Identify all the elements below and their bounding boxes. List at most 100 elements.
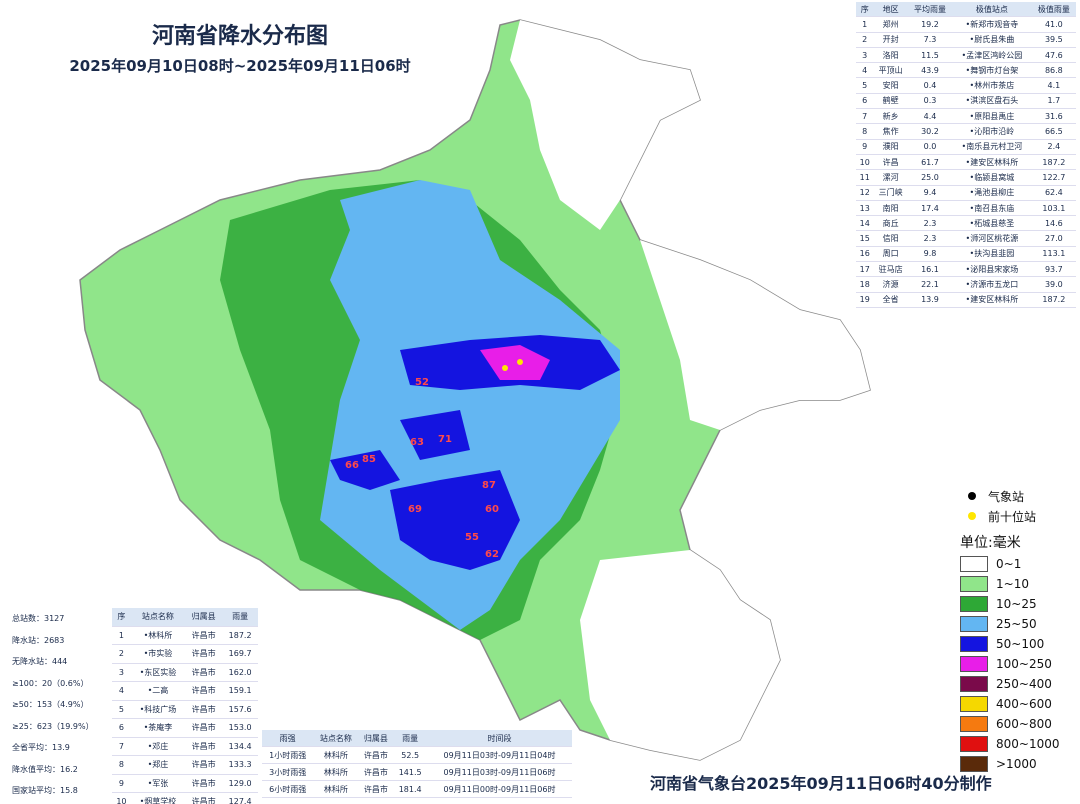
table-row: 5 •科技广场 许昌市 157.6 (112, 700, 258, 719)
header-row: 雨强 站点名称 归属县 雨量 时间段 (262, 730, 572, 747)
table-cell: 2 (856, 32, 874, 48)
legend-unit: 单位:毫米 (960, 535, 1021, 551)
table-cell: 61.7 (907, 154, 953, 171)
legend-label: 100~250 (996, 657, 1052, 671)
table-row: 8 焦作 30.2 •沁阳市沿岭 66.5 (856, 123, 1076, 140)
table-cell: 4.1 (1031, 77, 1076, 94)
table-cell: 许昌 (873, 154, 908, 171)
table-row: 8 •郑庄 许昌市 133.3 (112, 755, 258, 775)
legend-row: 600~800 (960, 714, 1075, 734)
table-row: 1小时雨强 林科所 许昌市 52.5 09月11日03时-09月11日04时 (262, 746, 572, 764)
legend: 气象站 前十位站 单位:毫米 0~1 1~10 10~25 25~50 50~100 100~2… (960, 486, 1075, 774)
table-cell: 许昌市 (184, 681, 223, 701)
table-cell: 14 (856, 215, 874, 232)
stat-cell: 降水值平均：16.2 (12, 764, 78, 774)
table-row: 1 郑州 19.2 •新郑市观音寺 41.0 (856, 16, 1076, 33)
table-row: 14 商丘 2.3 •柘城县慈圣 14.6 (856, 215, 1076, 232)
header-cell: 站点名称 (313, 730, 359, 747)
table-cell: 开封 (873, 32, 908, 48)
table-cell: 19.2 (907, 16, 953, 33)
legend-row: 400~600 (960, 694, 1075, 714)
table-cell: 商丘 (873, 215, 908, 232)
table-cell: 113.1 (1031, 246, 1076, 263)
table-cell: 169.7 (222, 644, 258, 664)
table-row: 4 平顶山 43.9 •舞钢市灯台架 86.8 (856, 62, 1076, 79)
table-cell: 7.3 (907, 32, 953, 48)
stat-row: ≥50：153（4.9%） (10, 694, 110, 716)
table-cell: 6 (112, 718, 131, 738)
table-cell: •军张 (130, 774, 185, 793)
table-cell: 52.5 (393, 746, 427, 764)
stat-row: 降水值平均：16.2 (10, 759, 110, 781)
footer: 河南省气象台2025年09月11日06时40分制作 (650, 774, 992, 793)
table-cell: 16.1 (907, 261, 953, 278)
legend-swatch (960, 616, 988, 632)
table-cell: •东区实验 (130, 663, 185, 682)
table-cell: 19 (856, 292, 874, 308)
table-cell: 9 (856, 139, 874, 155)
header-cell: 归属县 (358, 730, 394, 747)
table-cell: •南乐县元村卫河 (952, 139, 1032, 155)
map-rain-label: 69 (408, 504, 422, 515)
table-cell: 驻马店 (873, 261, 908, 278)
header-cell: 雨量 (222, 608, 258, 627)
table-cell: 许昌市 (184, 755, 223, 775)
stat-cell: 无降水站：444 (12, 657, 68, 667)
map-rain-label: 52 (415, 377, 429, 388)
legend-swatch (960, 736, 988, 752)
region-table: 序地区 平均雨量 极值站点 极值雨量 1 郑州 19.2 •新郑市观音寺 41.0 2 开封 7.3 •… (856, 2, 1076, 308)
table-cell: 林科所 (313, 780, 359, 798)
table-cell: 162.0 (222, 663, 258, 682)
table-row: 7 •邓庄 许昌市 134.4 (112, 737, 258, 756)
table-row: 9 濮阳 0.0 •南乐县元村卫河 2.4 (856, 139, 1076, 155)
map-rain-label: 62 (485, 549, 499, 560)
legend-row: 10~25 (960, 594, 1075, 614)
legend-label: 25~50 (996, 617, 1037, 631)
legend-row: 800~1000 (960, 734, 1075, 754)
legend-row: 1~10 (960, 574, 1075, 594)
header-cell: 雨强 (262, 730, 314, 747)
dry-south (580, 550, 780, 760)
table-cell: 许昌市 (184, 718, 223, 738)
table-cell: 129.0 (222, 774, 258, 793)
table-cell: 103.1 (1031, 200, 1076, 217)
table-cell: 159.1 (222, 681, 258, 701)
table-cell: 0.3 (907, 93, 953, 110)
table-cell: •渑池县柳庄 (952, 185, 1032, 201)
header-cell: 时间段 (426, 730, 572, 747)
header-cell: 雨量 (393, 730, 427, 747)
stat-row: ≥100：20（0.6%） (10, 673, 110, 695)
top10-table: 序站点名称 归属县 雨量 1 •林科所 许昌市 187.2 2 •市实验 许昌市 169.7 3 •东区… (112, 608, 258, 804)
table-cell: 12 (856, 185, 874, 201)
stat-row: 全省平均：13.9 (10, 737, 110, 759)
stat-cell: ≥50：153（4.9%） (12, 700, 89, 710)
legend-row: 25~50 (960, 614, 1075, 634)
table-cell: 6 (856, 93, 874, 110)
table-cell: 许昌市 (184, 663, 223, 682)
table-cell: 4 (856, 62, 874, 79)
table-cell: 66.5 (1031, 123, 1076, 140)
table-cell: 9.8 (907, 246, 953, 263)
table-cell: 10 (856, 154, 874, 171)
table-cell: 2 (112, 644, 131, 664)
table-cell: •南召县东庙 (952, 200, 1032, 217)
table-row: 6 鹤壁 0.3 •淇滨区盘石头 1.7 (856, 93, 1076, 110)
map-rain-label: 87 (482, 480, 496, 491)
stat-cell: 降水站：2683 (12, 635, 65, 645)
legend-dot (968, 492, 976, 500)
table-cell: 周口 (873, 246, 908, 263)
table-cell: 焦作 (873, 123, 908, 140)
dry-north (510, 20, 700, 230)
table-cell: 133.3 (222, 755, 258, 775)
stat-row: 总站数：3127 (10, 608, 110, 630)
legend-label: 400~600 (996, 697, 1052, 711)
table-cell: •林州市茶店 (952, 77, 1032, 94)
legend-label: 50~100 (996, 637, 1045, 651)
table-cell: 31.6 (1031, 108, 1076, 125)
table-row: 3小时雨强 林科所 许昌市 141.5 09月11日03时-09月11日06时 (262, 763, 572, 781)
table-cell: 郑州 (873, 16, 908, 33)
map-rain-label: 63 (410, 437, 424, 448)
table-cell: •林科所 (130, 626, 185, 645)
header-row: 序地区 平均雨量 极值站点 极值雨量 (856, 2, 1076, 18)
